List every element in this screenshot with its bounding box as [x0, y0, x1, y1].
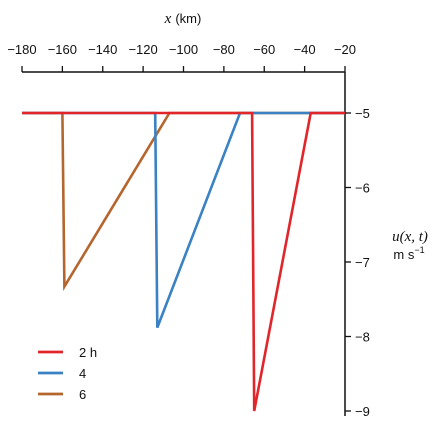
- x-tick-label: −40: [294, 42, 316, 57]
- series-layer: [22, 111, 345, 412]
- y-tick-label: −5: [355, 106, 370, 121]
- x-tick-label: −120: [128, 42, 157, 57]
- series-line: [22, 111, 345, 412]
- x-tick-label: −160: [48, 42, 77, 57]
- y-axis-title: u(x, t): [392, 229, 428, 245]
- legend-label: 2 h: [79, 345, 97, 360]
- y-axis: −5 −6 −7 −8 −9: [344, 72, 370, 419]
- series-line: [22, 111, 345, 329]
- y-tick-label: −9: [355, 404, 370, 419]
- x-tick-label: −140: [88, 42, 117, 57]
- y-axis-unit: m s−1: [393, 245, 424, 262]
- legend-label: 4: [79, 366, 86, 381]
- x-tick-label: −100: [169, 42, 198, 57]
- y-tick-label: −8: [355, 330, 370, 345]
- y-tick-label: −6: [355, 181, 370, 196]
- legend: 2 h 4 6: [38, 345, 97, 402]
- x-axis: −180 −160 −140 −120 −100 −80 −60 −40 −20: [7, 42, 356, 73]
- x-axis-title: x (km): [164, 11, 202, 27]
- x-tick-label: −180: [7, 42, 36, 57]
- legend-label: 6: [79, 387, 86, 402]
- x-tick-label: −80: [213, 42, 235, 57]
- y-tick-label: −7: [355, 255, 370, 270]
- x-tick-label: −60: [253, 42, 275, 57]
- x-tick-label: −20: [334, 42, 356, 57]
